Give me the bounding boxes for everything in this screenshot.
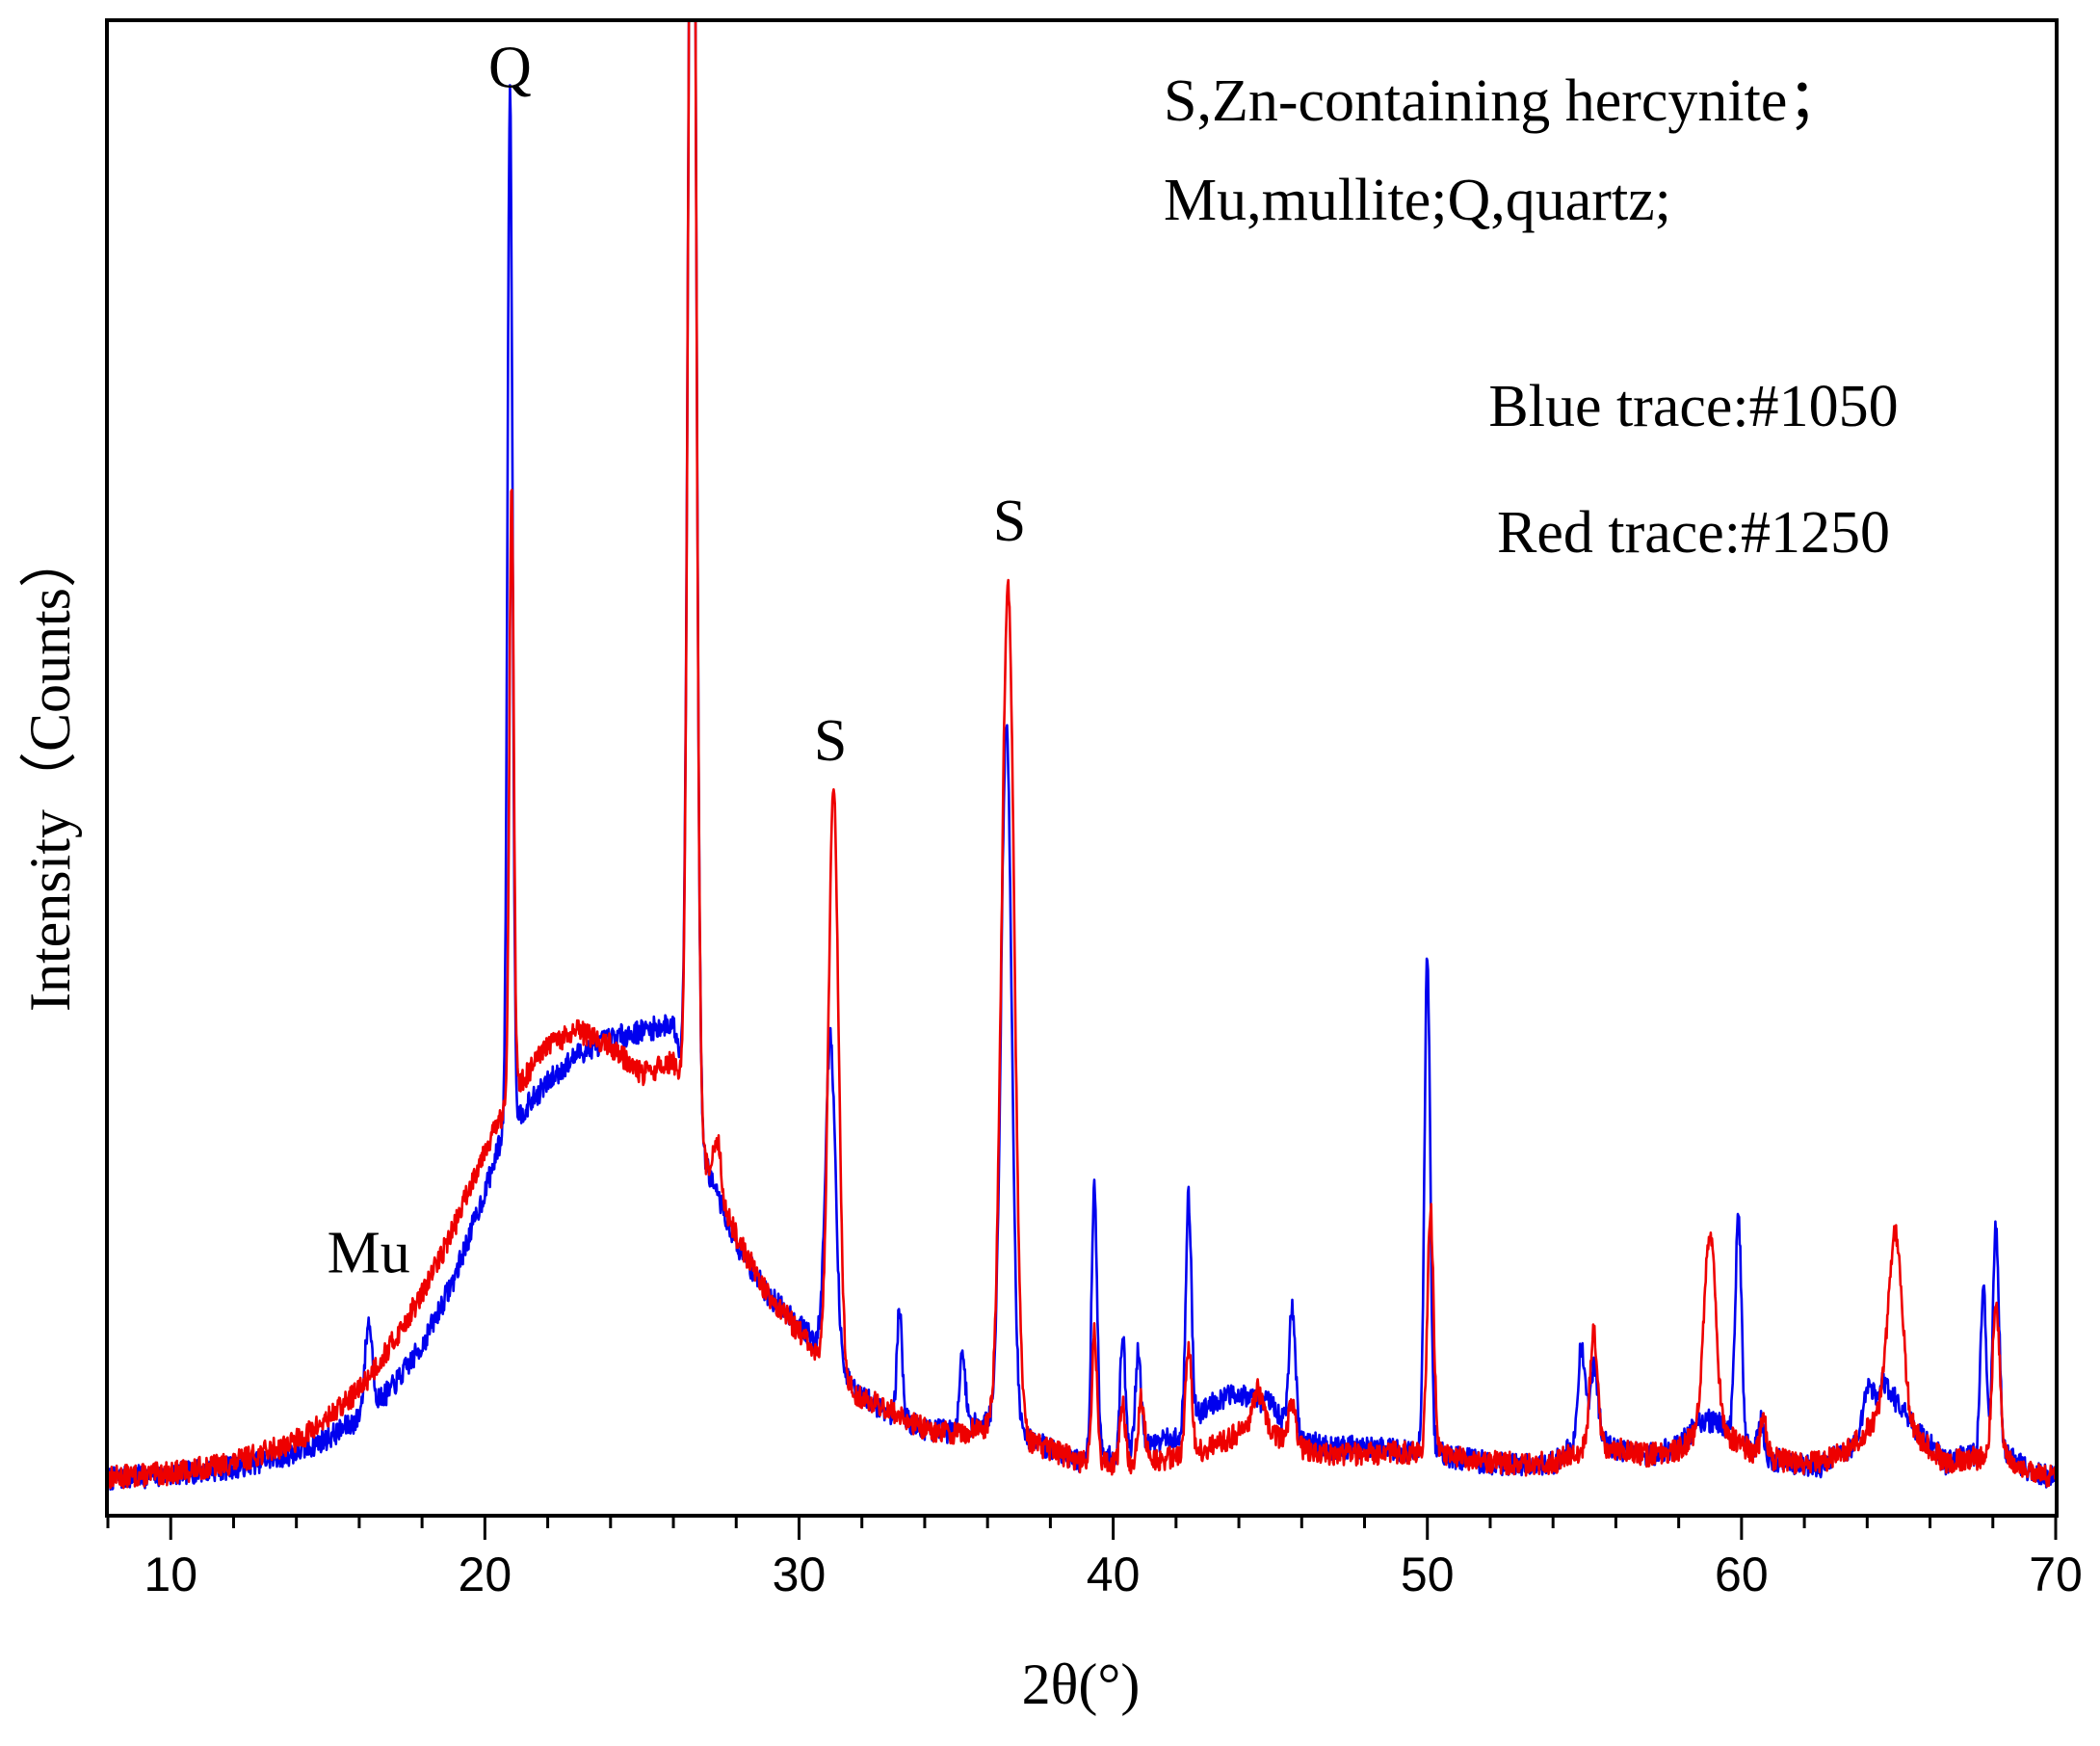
x-axis-ticks bbox=[106, 1515, 2058, 1540]
peak-label: S bbox=[814, 708, 847, 774]
legend-line-1: S,Zn-containing hercynite； bbox=[1164, 68, 1847, 134]
x-tick-label: 40 bbox=[1087, 1548, 1141, 1601]
x-tick-label: 70 bbox=[2029, 1548, 2083, 1601]
y-axis-title: Intensity（Counts） bbox=[18, 530, 82, 1012]
peak-label: Mu bbox=[328, 1221, 410, 1286]
x-tick-label: 30 bbox=[773, 1548, 827, 1601]
x-axis-tick-labels: 10 20 30 40 50 60 70 bbox=[144, 1548, 2082, 1601]
series-layer bbox=[108, 21, 2056, 1491]
x-tick-label: 50 bbox=[1401, 1548, 1455, 1601]
legend-line-2: Mu,mullite;Q,quartz; bbox=[1164, 168, 1671, 233]
x-tick-label: 20 bbox=[459, 1548, 512, 1601]
series-line-red bbox=[108, 21, 2056, 1490]
legend-line-4: Red trace:#1250 bbox=[1497, 500, 1890, 566]
x-tick-label: 60 bbox=[1715, 1548, 1769, 1601]
plot-frame bbox=[105, 18, 2059, 1518]
peak-label: Q bbox=[488, 35, 532, 100]
x-tick-label: 10 bbox=[144, 1548, 197, 1601]
x-axis-title: 2θ(°) bbox=[1022, 1653, 1141, 1716]
peak-label: S bbox=[993, 489, 1026, 554]
legend-line-3: Blue trace:#1050 bbox=[1488, 374, 1898, 439]
peak-labels: Mu Q S S bbox=[328, 35, 1027, 1285]
